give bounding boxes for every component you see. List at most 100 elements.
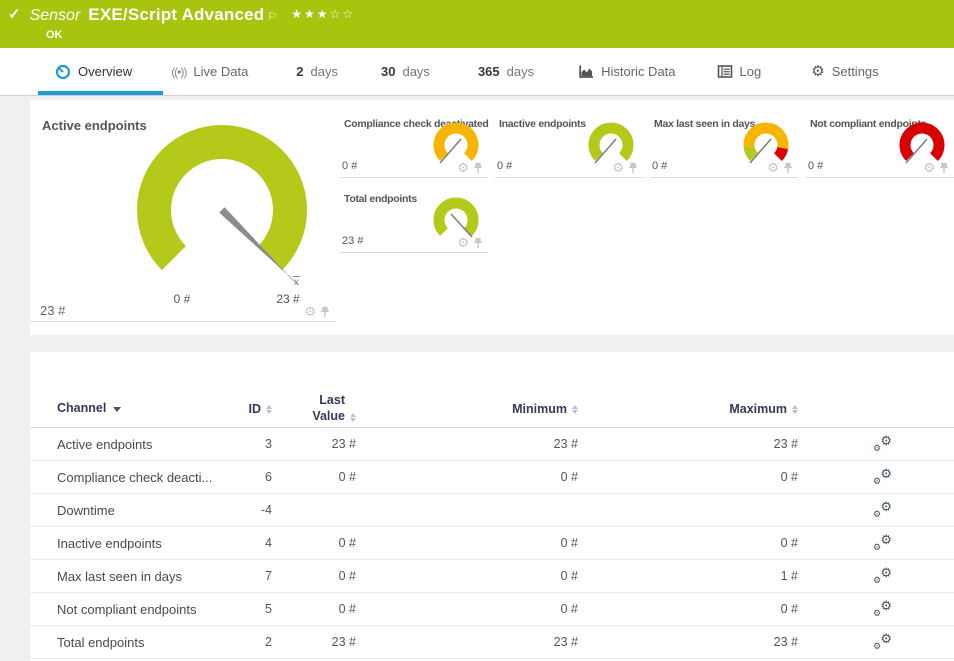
cell-maximum: 0 #: [578, 536, 798, 550]
cell-last-value: 23 #: [272, 635, 356, 649]
cell-id: 7: [227, 569, 272, 583]
tab-30-days[interactable]: 30 days: [381, 48, 430, 95]
sensor-tabs: Overview ((•)) Live Data 2 days 30 days …: [0, 48, 954, 96]
tab-2-days-label: days: [311, 64, 338, 79]
flag-icon: ⚐: [267, 10, 277, 23]
gauge-settings-gear-icon[interactable]: ⚙: [457, 161, 469, 174]
cell-minimum: 0 #: [356, 569, 578, 583]
table-body: Active endpoints 3 23 # 23 # 23 # ⚙⚙ Com…: [30, 428, 954, 659]
broadcast-icon: ((•)): [171, 65, 186, 79]
cell-minimum: 23 #: [356, 635, 578, 649]
cell-channel: Total endpoints: [57, 635, 227, 650]
gauge-title: Total endpoints: [344, 193, 417, 205]
cell-last-value: 23 #: [272, 437, 356, 451]
tab-log-label: Log: [740, 64, 762, 79]
channel-settings-icon[interactable]: ⚙⚙: [873, 436, 892, 453]
status-badge: OK: [46, 29, 63, 41]
column-header-last-value[interactable]: Last Value: [272, 382, 356, 424]
tab-2-days[interactable]: 2 days: [296, 48, 338, 95]
table-row-not-compliant[interactable]: Not compliant endpoints 5 0 # 0 # 0 # ⚙⚙: [30, 593, 954, 626]
cell-last-value: 0 #: [272, 602, 356, 616]
cell-maximum: 23 #: [578, 635, 798, 649]
cell-channel: Downtime: [57, 503, 227, 518]
column-header-last-value-label: Last Value: [301, 393, 345, 424]
gauge-min-label: 0 #: [174, 292, 191, 306]
gauge-total-endpoints: Total endpoints 23 # ⚙: [340, 185, 488, 253]
table-row-compliance-check[interactable]: Compliance check deacti... 6 0 # 0 # 0 #…: [30, 461, 954, 494]
pin-icon[interactable]: [473, 237, 483, 249]
cell-id: -4: [227, 503, 272, 517]
channel-settings-icon[interactable]: ⚙⚙: [873, 634, 892, 651]
gauge-value: 0 #: [497, 160, 512, 172]
column-header-maximum[interactable]: Maximum: [578, 391, 798, 416]
gauge-settings-gear-icon[interactable]: ⚙: [923, 161, 935, 174]
gauge-value: 0 #: [808, 160, 823, 172]
channel-settings-icon[interactable]: ⚙⚙: [873, 601, 892, 618]
cell-channel: Compliance check deacti...: [57, 470, 227, 485]
sensor-title: EXE/Script Advanced: [88, 5, 264, 25]
status-check-icon: ✓: [8, 5, 21, 23]
tab-overview[interactable]: Overview: [55, 48, 132, 95]
column-header-id[interactable]: ID: [227, 391, 272, 416]
column-header-channel[interactable]: Channel: [57, 392, 227, 415]
tab-365-days-label: days: [507, 64, 534, 79]
channel-settings-icon[interactable]: ⚙⚙: [873, 568, 892, 585]
cell-minimum: 23 #: [356, 437, 578, 451]
tab-live-data[interactable]: ((•)) Live Data: [171, 48, 248, 95]
gauge-settings-gear-icon[interactable]: ⚙: [457, 236, 469, 249]
channels-table-panel: Channel ID Last Value Minimum Maximum Ac…: [30, 352, 954, 661]
column-header-id-label: ID: [249, 402, 262, 416]
gauge-not-compliant-endpoints: Not compliant endpoints 0 # ⚙: [806, 110, 954, 178]
cell-channel: Inactive endpoints: [57, 536, 227, 551]
gauge-value: 0 #: [652, 160, 667, 172]
column-header-minimum-label: Minimum: [512, 402, 567, 416]
pin-icon[interactable]: [628, 162, 638, 174]
table-row-inactive-endpoints[interactable]: Inactive endpoints 4 0 # 0 # 0 # ⚙⚙: [30, 527, 954, 560]
column-header-minimum[interactable]: Minimum: [356, 391, 578, 416]
channel-settings-icon[interactable]: ⚙⚙: [873, 535, 892, 552]
cell-id: 6: [227, 470, 272, 484]
channel-settings-icon[interactable]: ⚙⚙: [873, 469, 892, 486]
tab-historic-data-label: Historic Data: [601, 64, 675, 79]
table-row-max-last-seen[interactable]: Max last seen in days 7 0 # 0 # 1 # ⚙⚙: [30, 560, 954, 593]
tab-settings[interactable]: ⚙ Settings: [811, 48, 878, 95]
tab-2-days-num: 2: [296, 64, 303, 79]
gauge-settings-gear-icon[interactable]: ⚙: [304, 305, 316, 318]
gauge-max-label: 23 #: [276, 292, 299, 306]
column-header-channel-label: Channel: [57, 401, 106, 415]
table-row-total-endpoints[interactable]: Total endpoints 2 23 # 23 # 23 # ⚙⚙: [30, 626, 954, 659]
cell-id: 5: [227, 602, 272, 616]
tab-overview-label: Overview: [78, 64, 132, 79]
column-header-maximum-label: Maximum: [729, 402, 787, 416]
gauge-title: Inactive endpoints: [499, 118, 586, 130]
channel-settings-icon[interactable]: ⚙⚙: [873, 502, 892, 519]
pin-icon[interactable]: [783, 162, 793, 174]
sort-icon: [792, 405, 798, 414]
log-icon: [717, 64, 733, 79]
tab-log[interactable]: Log: [717, 48, 762, 95]
gauge-settings-gear-icon[interactable]: ⚙: [767, 161, 779, 174]
tab-365-days[interactable]: 365 days: [478, 48, 534, 95]
tab-30-days-num: 30: [381, 64, 395, 79]
priority-stars[interactable]: ★★★☆☆: [291, 7, 355, 21]
cell-id: 3: [227, 437, 272, 451]
gauge-arc: [122, 110, 322, 310]
tab-historic-data[interactable]: Historic Data: [578, 48, 675, 95]
gauge-settings-gear-icon[interactable]: ⚙: [612, 161, 624, 174]
pin-icon[interactable]: [320, 306, 330, 318]
settings-gear-icon: ⚙: [811, 64, 824, 79]
pin-icon[interactable]: [473, 162, 483, 174]
gauge-value: 0 #: [342, 160, 357, 172]
tab-live-data-label: Live Data: [193, 64, 248, 79]
cell-last-value: 0 #: [272, 569, 356, 583]
cell-channel: Active endpoints: [57, 437, 227, 452]
gauge-compliance-check-deactivated: Compliance check deactivated 0 # ⚙: [340, 110, 488, 178]
table-row-active-endpoints[interactable]: Active endpoints 3 23 # 23 # 23 # ⚙⚙: [30, 428, 954, 461]
sort-desc-icon: [113, 407, 121, 412]
table-row-downtime[interactable]: Downtime -4 ⚙⚙: [30, 494, 954, 527]
cell-channel: Not compliant endpoints: [57, 602, 227, 617]
gauge-active-endpoints: Active endpoints x 0 # 23 # 23 # ⚙: [30, 100, 335, 322]
tab-365-days-num: 365: [478, 64, 500, 79]
pin-icon[interactable]: [939, 162, 949, 174]
cell-minimum: 0 #: [356, 470, 578, 484]
